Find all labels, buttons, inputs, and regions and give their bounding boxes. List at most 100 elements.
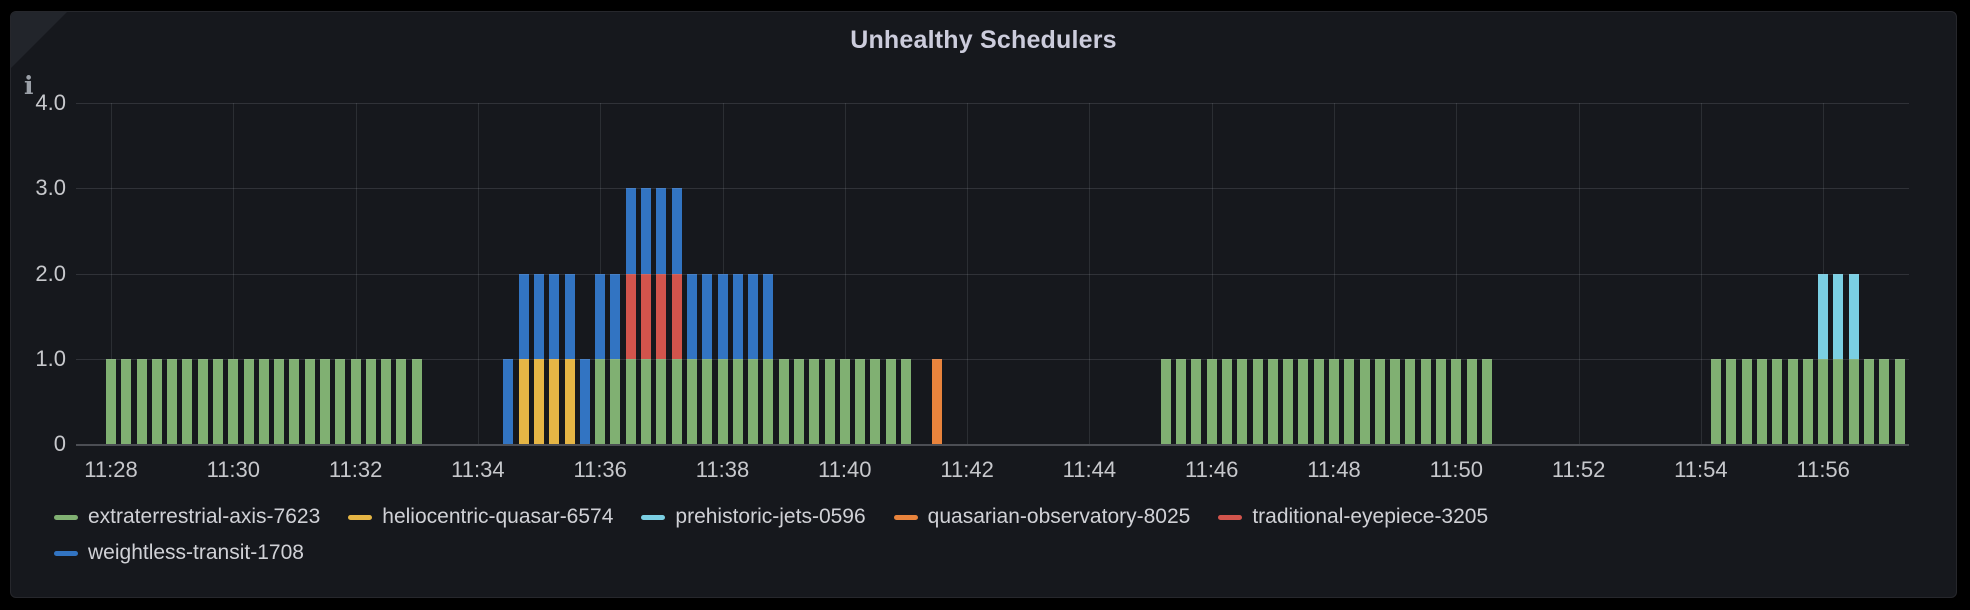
bar-segment <box>1191 358 1202 444</box>
x-axis-line <box>76 444 1909 446</box>
panel-info-corner[interactable]: i <box>11 12 67 100</box>
bar-segment <box>641 188 652 274</box>
bar-segment <box>1359 358 1370 444</box>
bar-segment <box>320 358 331 444</box>
bar-segment <box>1726 358 1737 444</box>
legend-series-color-dash <box>1218 514 1243 520</box>
legend-item-prehistoric-jets-0596[interactable]: prehistoric-jets-0596 <box>641 505 866 529</box>
bar-segment <box>1879 358 1890 444</box>
bar-segment <box>1374 358 1385 444</box>
bar-segment <box>564 358 575 444</box>
legend-series-label: traditional-eyepiece-3205 <box>1252 505 1489 528</box>
bar-segment <box>1237 358 1248 444</box>
bar-segment <box>365 358 376 444</box>
bar-segment <box>686 358 697 444</box>
bar-segment <box>518 273 529 359</box>
legend-item-heliocentric-quasar-6574[interactable]: heliocentric-quasar-6574 <box>348 505 613 529</box>
x-axis-tick-label: 11:28 <box>84 457 138 482</box>
x-gridline <box>1700 103 1702 444</box>
legend-item-extraterrestrial-axis-7623[interactable]: extraterrestrial-axis-7623 <box>54 505 320 529</box>
y-axis-tick-label: 1.0 <box>35 345 66 371</box>
x-gridline <box>1211 103 1213 444</box>
bar-segment <box>809 358 820 444</box>
bar-segment <box>625 273 636 359</box>
bar-segment <box>793 358 804 444</box>
bar-segment <box>1283 358 1294 444</box>
legend-item-quasarian-observatory-8025[interactable]: quasarian-observatory-8025 <box>893 505 1191 529</box>
x-axis-tick-label: 11:40 <box>818 457 872 482</box>
legend-row: weightless-transit-1708 <box>54 540 1516 566</box>
x-axis-tick-label: 11:52 <box>1551 457 1606 482</box>
bar-segment <box>763 358 774 444</box>
bar-segment <box>1329 358 1339 444</box>
bar-segment <box>1757 358 1768 444</box>
bar-segment <box>136 358 147 444</box>
bar-segment <box>1833 358 1844 444</box>
bar-segment <box>1344 358 1355 444</box>
bar-segment <box>228 358 239 444</box>
legend-series-label: quasarian-observatory-8025 <box>927 505 1191 528</box>
bar-segment <box>824 358 835 444</box>
bar-segment <box>702 358 713 444</box>
x-gridline <box>1578 103 1580 444</box>
bar-segment <box>121 358 132 444</box>
bar-segment <box>625 358 636 444</box>
bar-segment <box>1802 358 1813 444</box>
bar-segment <box>1206 358 1217 444</box>
legend: extraterrestrial-axis-7623 heliocentric-q… <box>54 504 1516 576</box>
bar-segment <box>931 358 942 444</box>
bar-segment <box>1160 358 1171 444</box>
bar-segment <box>656 273 667 359</box>
panel-title[interactable]: Unhealthy Schedulers <box>850 26 1117 54</box>
bar-segment <box>564 273 575 359</box>
bar-segment <box>1848 273 1859 359</box>
plot-area[interactable]: 11:28 11:30 11:32 11:34 11:36 11:38 11:40 11:42… <box>11 12 1956 597</box>
x-axis-tick-label: 11:50 <box>1429 457 1484 482</box>
bar-segment <box>1313 358 1324 444</box>
bar-segment <box>1436 358 1446 444</box>
bar-segment <box>1711 358 1722 444</box>
bar-segment <box>748 358 759 444</box>
bar-segment <box>304 358 315 444</box>
bar-segment <box>748 273 759 359</box>
legend-item-weightless-transit-1708[interactable]: weightless-transit-1708 <box>54 541 304 565</box>
unhealthy-schedulers-panel: i Unhealthy Schedulers 11:28 11:30 11:32 11… <box>10 11 1957 598</box>
bar-segment <box>579 358 590 444</box>
bar-segment <box>702 273 713 359</box>
bar-segment <box>717 358 728 444</box>
legend-series-label: prehistoric-jets-0596 <box>675 505 866 528</box>
bar-segment <box>717 273 728 359</box>
bar-segment <box>595 273 606 359</box>
bar-segment <box>625 188 636 274</box>
bar-segment <box>381 358 392 444</box>
y-axis-tick-label: 3.0 <box>35 175 66 201</box>
bar-segment <box>855 358 866 444</box>
legend-series-color-dash <box>54 550 78 556</box>
y-gridline <box>76 358 1909 360</box>
x-axis-tick-label: 11:34 <box>451 457 505 482</box>
bar-segment <box>1818 273 1829 359</box>
bar-segment <box>1848 358 1859 444</box>
bar-segment <box>1772 358 1783 444</box>
x-gridline <box>844 103 846 444</box>
bar-segment <box>732 358 743 444</box>
legend-item-traditional-eyepiece-3205[interactable]: traditional-eyepiece-3205 <box>1218 505 1488 529</box>
x-axis-tick-label: 11:30 <box>206 457 261 482</box>
y-gridline <box>76 103 1909 104</box>
bar-segment <box>518 358 529 444</box>
legend-series-color-dash <box>54 514 78 520</box>
bar-segment <box>549 273 560 359</box>
bar-segment <box>1451 358 1462 444</box>
bar-segment <box>1818 358 1829 444</box>
bar-segment <box>274 358 285 444</box>
bar-segment <box>1267 358 1278 444</box>
x-gridline <box>355 103 357 444</box>
x-axis-tick-label: 11:54 <box>1674 457 1728 482</box>
bar-segment <box>1481 358 1492 444</box>
bar-segment <box>151 358 162 444</box>
bar-segment <box>1420 358 1431 444</box>
bar-segment <box>870 358 881 444</box>
bar-segment <box>503 358 514 444</box>
x-axis-tick-label: 11:46 <box>1184 457 1239 482</box>
